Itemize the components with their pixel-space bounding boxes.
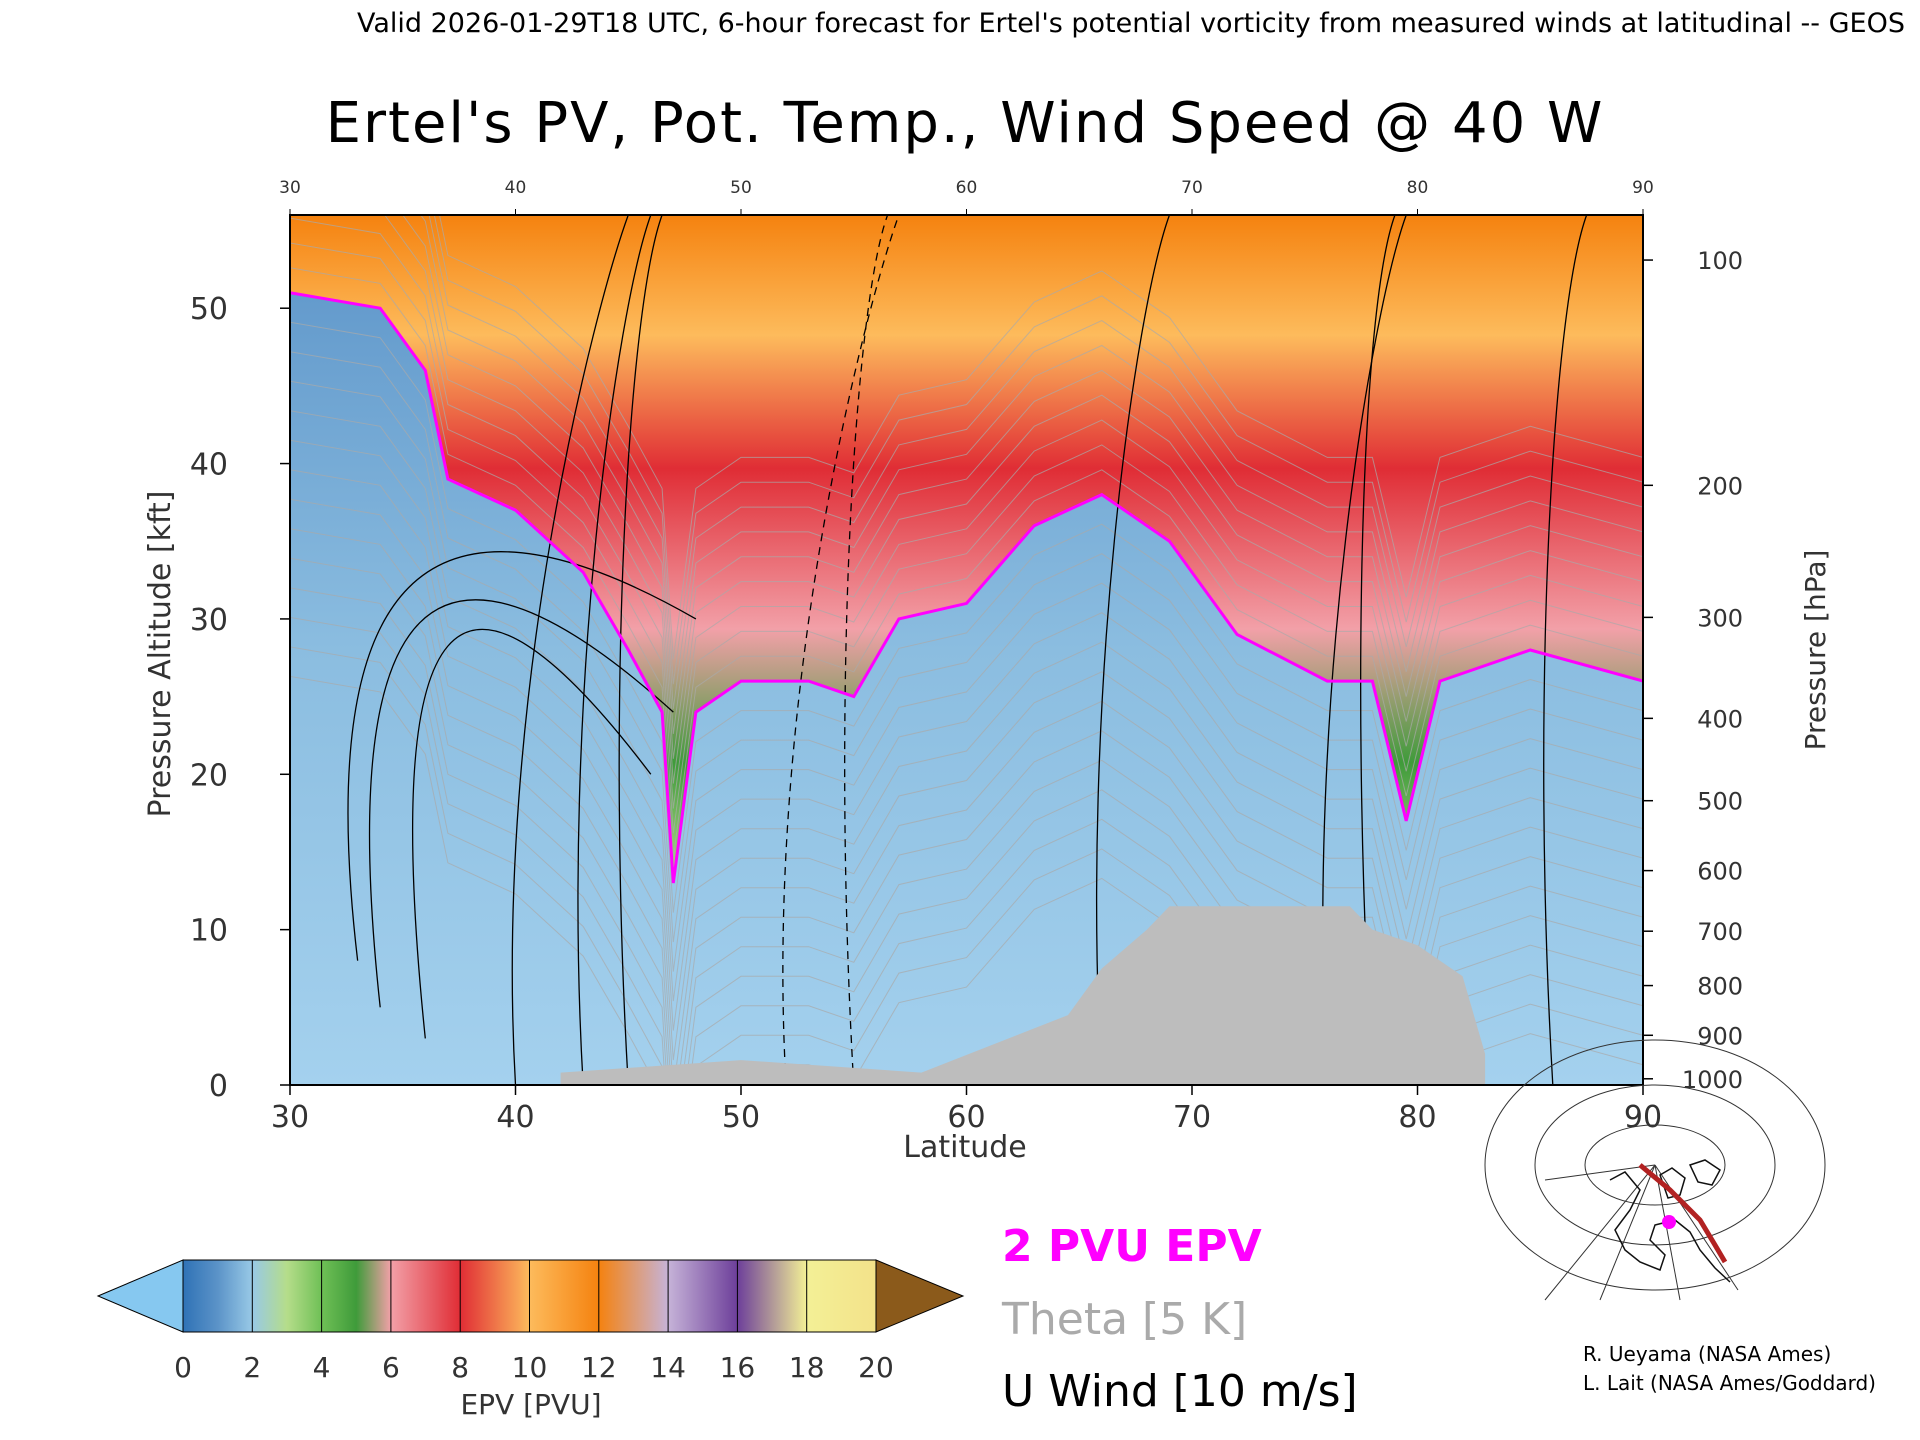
- colorbar-tick-label: 6: [382, 1351, 400, 1384]
- y-tick-label: 20: [190, 758, 228, 793]
- colorbar-tick-label: 8: [451, 1351, 469, 1384]
- theta-contour: [290, 217, 1643, 809]
- legend-theta: Theta [5 K]: [1001, 1294, 1247, 1345]
- pressure-tick-label: 100: [1697, 247, 1743, 275]
- x-axis-ticks: 30 40 50 60 70 80 90: [271, 1085, 1662, 1135]
- theta-contour: [290, 267, 1643, 859]
- top-tick-label: 40: [505, 178, 527, 198]
- pressure-axis-label: Pressure [hPa]: [1799, 550, 1832, 751]
- pressure-tick-label: 900: [1697, 1022, 1743, 1050]
- top-axis-ticks: 30 40 50 60 70 80 90: [279, 178, 1654, 215]
- top-tick-label: 30: [279, 178, 301, 198]
- pressure-tick-label: 800: [1697, 973, 1743, 1001]
- x-tick-label: 30: [271, 1100, 309, 1135]
- u-wind-contour: [577, 215, 652, 1085]
- inset-coastline: [1609, 1159, 1731, 1283]
- x-axis-label: Latitude: [903, 1130, 1026, 1165]
- legend-2pvu: 2 PVU EPV: [1002, 1221, 1262, 1272]
- u-wind-contour: [511, 215, 629, 1085]
- credit-line-2: L. Lait (NASA Ames/Goddard): [1583, 1371, 1876, 1395]
- u-wind-contour: [1360, 215, 1396, 1085]
- legend-u-wind: U Wind [10 m/s]: [1002, 1366, 1358, 1417]
- u-wind-contour: [1095, 215, 1171, 1085]
- pressure-tick-label: 1000: [1682, 1066, 1743, 1094]
- theta-contour: [290, 321, 1643, 913]
- colorbar-tick-label: 14: [650, 1351, 686, 1384]
- colorbar-tick-label: 16: [720, 1351, 756, 1384]
- topography-mask: [560, 906, 1486, 1085]
- u-wind-contour: [782, 215, 900, 1085]
- y-tick-label: 10: [190, 914, 228, 949]
- colorbar-tick-label: 18: [789, 1351, 825, 1384]
- colorbar-label: EPV [PVU]: [460, 1388, 601, 1421]
- y-tick-label: 50: [190, 292, 228, 327]
- colorbar: 0 2 4 6 8 10 12 14 16 18 20 EPV [PVU]: [96, 1259, 965, 1421]
- theta-contour: [290, 242, 1643, 834]
- top-tick-label: 50: [730, 178, 752, 198]
- colorbar-tick-label: 10: [512, 1351, 548, 1384]
- pressure-tick-label: 700: [1697, 918, 1743, 946]
- x-tick-label: 80: [1398, 1100, 1436, 1135]
- u-wind-contour: [844, 215, 889, 1085]
- theta-contour: [428, 215, 1643, 710]
- u-wind-contour: [412, 628, 652, 1039]
- x-tick-label: 40: [496, 1100, 534, 1135]
- valid-time-header: Valid 2026-01-29T18 UTC, 6-hour forecast…: [357, 8, 1905, 39]
- pressure-tick-label: 600: [1697, 858, 1743, 886]
- top-tick-label: 70: [1181, 178, 1203, 198]
- x-tick-label: 90: [1624, 1100, 1662, 1135]
- theta-contour: [290, 469, 1643, 1061]
- x-tick-label: 50: [722, 1100, 760, 1135]
- colorbar-tick-label: 20: [858, 1351, 894, 1384]
- theta-contour: [420, 215, 1643, 734]
- cross-section-track: [1638, 1163, 1728, 1264]
- pressure-tick-label: 400: [1697, 705, 1743, 733]
- pressure-tick-label: 500: [1697, 788, 1743, 816]
- theta-contour: [290, 439, 1643, 1031]
- top-tick-label: 90: [1632, 178, 1654, 198]
- pressure-tick-label: 300: [1697, 604, 1743, 632]
- x-tick-label: 70: [1173, 1100, 1211, 1135]
- theta-contour: [290, 528, 1643, 1085]
- top-tick-label: 80: [1407, 178, 1429, 198]
- colorbar-tick-label: 12: [581, 1351, 617, 1384]
- inset-location-marker: [1662, 1215, 1676, 1229]
- theta-contour: [290, 380, 1643, 972]
- colorbar-under-arrow: [96, 1259, 184, 1333]
- y-axis-ticks: 0 10 20 30 40 50: [190, 292, 290, 1104]
- u-wind-contour: [1543, 215, 1588, 1085]
- y-tick-label: 0: [209, 1069, 228, 1104]
- stratosphere-epv-fill: [290, 215, 1643, 883]
- pressure-tick-label: 200: [1697, 472, 1743, 500]
- colorbar-tick-label: 4: [313, 1351, 331, 1384]
- y-tick-label: 30: [190, 603, 228, 638]
- epv-cross-section: [290, 215, 1643, 1085]
- theta-contour: [384, 215, 1643, 784]
- top-tick-label: 60: [956, 178, 978, 198]
- colorbar-tick-label: 2: [243, 1351, 261, 1384]
- theta-contour: [433, 215, 1643, 685]
- y-axis-label: Pressure Altitude [kft]: [143, 491, 178, 818]
- u-wind-contour: [347, 551, 697, 961]
- u-wind-contours: [347, 215, 1588, 1085]
- u-wind-contour: [368, 599, 674, 1008]
- x-tick-label: 60: [947, 1100, 985, 1135]
- theta-contour: [290, 498, 1643, 1085]
- y-tick-label: 40: [190, 448, 228, 483]
- theta-contour: [290, 351, 1643, 943]
- chart-title: Ertel's PV, Pot. Temp., Wind Speed @ 40 …: [326, 91, 1605, 156]
- credit-line-1: R. Ueyama (NASA Ames): [1583, 1342, 1831, 1366]
- u-wind-contour: [618, 215, 663, 1085]
- pressure-axis-ticks: 100 200 300 400 500 600 700 800 900 1000: [1643, 247, 1743, 1094]
- pvu-2-contour: [290, 291, 1643, 884]
- inset-map: [1484, 1039, 1826, 1302]
- theta-contour: [402, 215, 1643, 759]
- colorbar-over-arrow: [875, 1259, 965, 1333]
- theta-contour: [438, 215, 1643, 660]
- colorbar-tick-label: 0: [174, 1351, 192, 1384]
- theta-contour: [290, 410, 1643, 1002]
